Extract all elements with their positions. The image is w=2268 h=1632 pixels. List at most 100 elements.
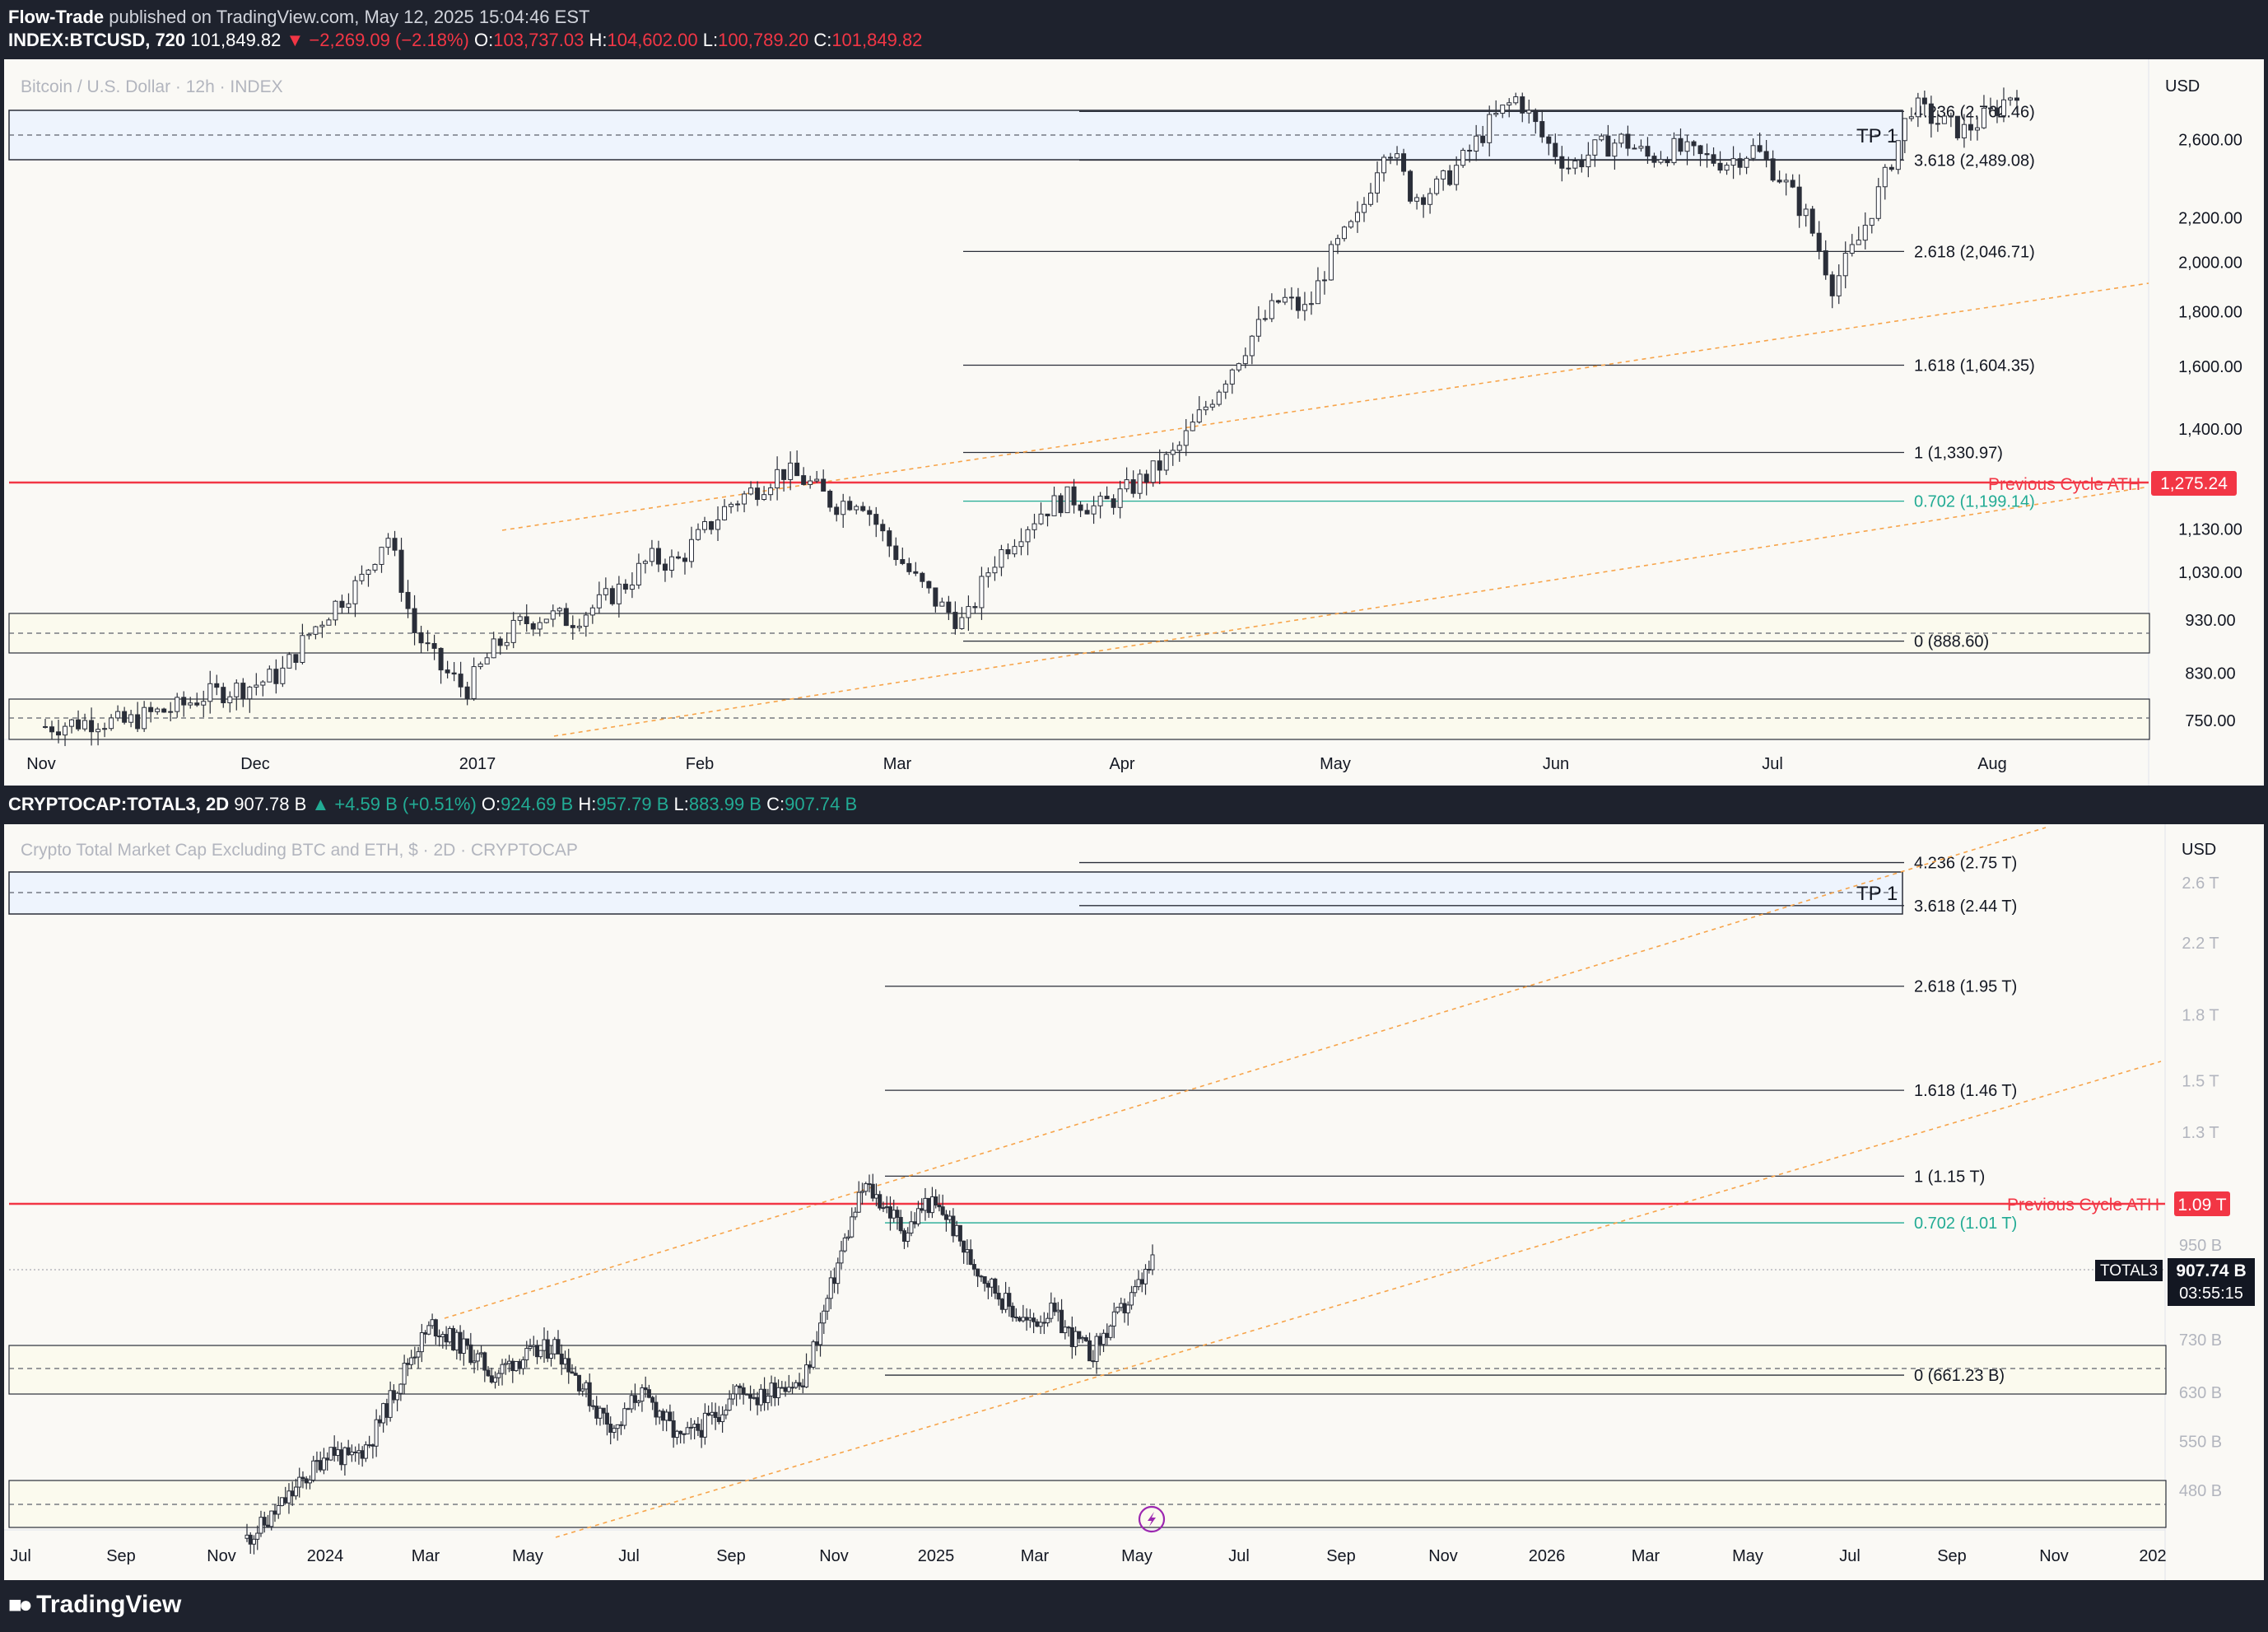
candle-body — [570, 625, 575, 628]
fib-extension-1[interactable]: 4.236 (2,762.46)3.618 (2,489.08)2.618 (2… — [963, 103, 2035, 651]
candle-body — [1783, 180, 1789, 183]
candle-body — [1133, 1286, 1138, 1294]
candle-body — [887, 1206, 892, 1219]
candle-body — [168, 711, 174, 713]
close-1: 101,849.82 — [831, 30, 923, 50]
candle-body — [1770, 158, 1776, 181]
candle-body — [1078, 504, 1083, 511]
candle-body — [962, 1240, 966, 1253]
ohlc-header-1: INDEX:BTCUSD, 720 101,849.82 ▼ −2,269.09… — [8, 30, 923, 50]
currency-label-1[interactable]: USD — [2165, 77, 2200, 96]
support-zone-upper-2[interactable] — [8, 1345, 2167, 1395]
candle-body — [1302, 304, 1307, 311]
candle-body — [1097, 496, 1103, 506]
candle-body — [965, 1249, 970, 1253]
candle-body — [1007, 1293, 1012, 1307]
candle-body — [122, 711, 128, 723]
candle-body — [1104, 496, 1110, 500]
candle-body — [326, 619, 332, 626]
candle-body — [333, 600, 338, 621]
time-axis-2[interactable]: Jul Sep Nov 2024 Mar May Jul Sep Nov 2025 Mar May Ju… — [10, 1547, 2166, 1565]
candle-body — [971, 1264, 976, 1270]
time-tick: Nov — [207, 1547, 236, 1565]
candle-body — [1849, 244, 1855, 254]
symbol-2[interactable]: CRYPTOCAP:TOTAL3, 2D — [8, 794, 230, 814]
candle-body — [1091, 1360, 1096, 1363]
candle-body — [423, 1332, 428, 1335]
candle-body — [1605, 135, 1611, 157]
total3-chart-panel[interactable]: TP 1 4.236 (2.75 T) 3.618 (2.44 T) 2.618 (… — [4, 824, 2264, 1580]
candle-body — [1059, 1309, 1064, 1334]
candle-body — [1080, 1337, 1085, 1340]
candle-body — [808, 480, 813, 485]
candle-body — [181, 697, 187, 706]
candle-body — [1111, 498, 1116, 508]
price-axis-1[interactable]: 2,600.00 2,200.00 2,000.00 1,800.00 1,600.00… — [2178, 132, 2242, 730]
tradingview-logo[interactable]: ■● TradingView — [8, 1591, 181, 1619]
symbol-1[interactable]: INDEX:BTCUSD, 720 — [8, 30, 186, 50]
candle-body — [758, 1388, 763, 1406]
candle-body — [214, 683, 220, 688]
time-tick: Mar — [412, 1547, 440, 1565]
candle-body — [780, 1387, 785, 1389]
fib-extension-2[interactable]: 4.236 (2.75 T) 3.618 (2.44 T) 2.618 (1.95 … — [885, 855, 2017, 1385]
candle-body — [979, 1275, 984, 1278]
candle-body — [912, 1221, 917, 1224]
candle-body — [1170, 450, 1176, 455]
price-tick: 550 B — [2179, 1434, 2222, 1452]
candle-body — [811, 1341, 816, 1368]
candle-body — [438, 647, 444, 671]
candle-body — [504, 641, 510, 646]
fib-label: 0.702 (1,199.14) — [1914, 493, 2035, 511]
low-1: 100,789.20 — [718, 30, 809, 50]
channel-upper-1[interactable] — [501, 282, 2149, 531]
candle-body — [279, 1497, 284, 1506]
ath-price-1: 1,275.24 — [2160, 474, 2228, 493]
fib-label: 3.618 (2,489.08) — [1914, 152, 2035, 170]
candle-body — [1111, 1311, 1116, 1327]
candle-body — [884, 1206, 889, 1209]
candle-body — [395, 1392, 400, 1401]
candle-body — [827, 491, 833, 508]
candle-body — [1203, 406, 1209, 411]
channel-lower-2[interactable] — [555, 1061, 2162, 1538]
candle-body — [1183, 430, 1189, 446]
candle-body — [507, 1360, 512, 1364]
candle-body — [926, 581, 932, 589]
time-tick: Mar — [1021, 1547, 1050, 1565]
candle-body — [649, 548, 654, 562]
candle-body — [968, 1249, 973, 1266]
candle-body — [1763, 151, 1769, 160]
candle-body — [1136, 1279, 1141, 1288]
support-zone-lower[interactable] — [8, 698, 2150, 740]
candle-body — [762, 1388, 767, 1403]
candle-body — [563, 608, 569, 627]
candle-body — [1592, 139, 1598, 156]
currency-label-2[interactable]: USD — [2182, 841, 2216, 859]
candle-body — [626, 1408, 631, 1411]
candle-body — [959, 617, 965, 629]
candle-body — [1447, 170, 1453, 185]
lightning-icon[interactable] — [1138, 1505, 1166, 1533]
candle-body — [272, 1510, 277, 1515]
candle-body — [493, 1377, 498, 1383]
last-price-2: 907.78 B — [234, 794, 307, 814]
candle-body — [248, 1534, 253, 1545]
candle-body — [1269, 300, 1274, 319]
btc-chart-panel[interactable]: TP 1 4.236 (2,762.46)3.618 (2,489.08)2.6… — [4, 59, 2264, 786]
candle-body — [783, 1387, 788, 1392]
candle-body — [985, 1283, 990, 1288]
time-axis-1[interactable]: Nov Dec 2017 Feb Mar Apr May Jun Jul Aug — [26, 755, 2007, 773]
candle-body — [594, 1406, 599, 1419]
candle-body — [996, 1293, 1001, 1300]
previous-ath-label-1: Previous Cycle ATH — [1988, 475, 2140, 494]
candle-body — [2007, 97, 2013, 100]
candle-body — [946, 601, 952, 613]
candle-body — [1842, 253, 1848, 277]
ath-price-tag-2 — [2174, 1191, 2230, 1216]
candle-body — [1961, 124, 1967, 138]
price-tag-2 — [2168, 1258, 2255, 1306]
candle-body — [194, 702, 200, 706]
candle-body — [1809, 208, 1815, 234]
candle-body — [570, 1371, 575, 1374]
